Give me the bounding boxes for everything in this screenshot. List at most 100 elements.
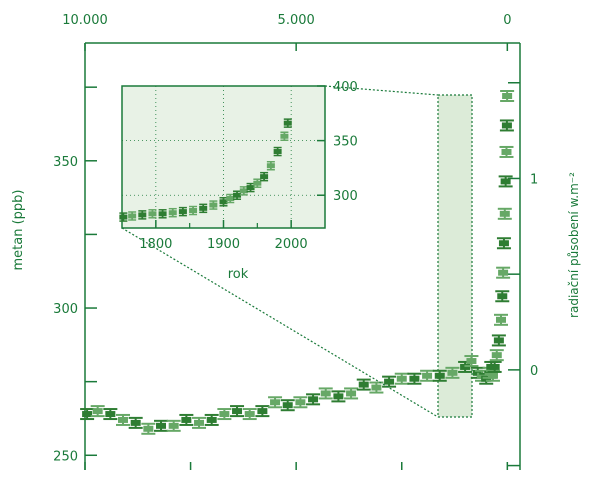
data-point-marker bbox=[168, 422, 179, 429]
data-point bbox=[116, 413, 131, 426]
inset-data-point bbox=[233, 190, 242, 200]
data-point-marker bbox=[358, 381, 369, 388]
data-point bbox=[356, 378, 371, 391]
data-point-marker bbox=[502, 93, 513, 100]
data-point-marker bbox=[409, 375, 420, 382]
data-point bbox=[369, 381, 384, 394]
data-point-marker bbox=[396, 375, 407, 382]
data-point bbox=[344, 387, 359, 400]
zoom-connector-bottom bbox=[121, 227, 439, 418]
data-point bbox=[495, 290, 510, 303]
data-point-marker bbox=[270, 399, 281, 406]
right-tick-label: 1 bbox=[530, 172, 538, 187]
data-point bbox=[496, 266, 511, 279]
data-point bbox=[496, 237, 511, 250]
data-point-marker bbox=[371, 384, 382, 391]
y-axis-label-right: radiační působení w.m⁻² bbox=[567, 172, 581, 318]
data-point-marker bbox=[489, 363, 500, 370]
data-point-marker bbox=[497, 293, 508, 300]
inset-data-point bbox=[226, 193, 235, 204]
data-point bbox=[420, 369, 435, 382]
data-point-marker bbox=[244, 411, 255, 418]
data-point-marker bbox=[346, 390, 357, 397]
inset-data-point-marker bbox=[128, 213, 137, 219]
data-point-marker bbox=[82, 411, 93, 418]
inset-y-tick-label: 350 bbox=[333, 135, 358, 150]
zoom-connectors bbox=[121, 85, 439, 418]
inset-data-point bbox=[199, 203, 208, 214]
inset-data-point-marker bbox=[158, 211, 167, 217]
inset-data-point-marker bbox=[273, 149, 282, 155]
inset-data-point-marker bbox=[119, 214, 128, 220]
inset-data-point-marker bbox=[168, 210, 177, 216]
data-point-marker bbox=[501, 148, 512, 155]
inset-data-point bbox=[273, 146, 282, 157]
inset-data-point-marker bbox=[280, 133, 289, 139]
data-point-marker bbox=[498, 240, 509, 247]
inset-data-point-marker bbox=[199, 205, 208, 211]
data-point-marker bbox=[282, 402, 293, 409]
data-point-marker bbox=[92, 408, 103, 415]
data-point bbox=[491, 334, 506, 347]
inset-x-axis-label: rok bbox=[228, 267, 249, 282]
inset-data-point bbox=[209, 200, 218, 210]
data-point bbox=[499, 145, 514, 158]
data-point bbox=[318, 387, 333, 400]
inset-data-point-marker bbox=[239, 188, 248, 194]
top-tick-label: 5.000 bbox=[278, 13, 315, 28]
inset-data-point-marker bbox=[246, 185, 255, 191]
inset-y-tick-label: 400 bbox=[333, 80, 358, 95]
data-point bbox=[192, 416, 207, 429]
inset-data-point bbox=[128, 211, 137, 221]
main-plot: 10.000 5.000 0 250 300 350 0 1 bbox=[53, 13, 538, 470]
data-point-marker bbox=[105, 411, 116, 418]
inset-data-point bbox=[239, 186, 248, 196]
inset-data-point bbox=[253, 178, 262, 188]
data-point-marker bbox=[499, 210, 510, 217]
inset-data-point bbox=[219, 197, 228, 207]
inset-data-point-marker bbox=[253, 180, 262, 186]
data-point-marker bbox=[206, 416, 217, 423]
data-point-marker bbox=[434, 372, 445, 379]
inset-data-point-marker bbox=[148, 211, 157, 217]
data-point bbox=[268, 396, 283, 409]
inset-data-point bbox=[266, 160, 275, 171]
data-point bbox=[394, 372, 409, 385]
data-point-marker bbox=[308, 396, 319, 403]
data-point-marker bbox=[500, 178, 511, 185]
data-point-marker bbox=[491, 352, 502, 359]
inset-data-point bbox=[158, 209, 167, 219]
data-point bbox=[487, 360, 502, 373]
inset-plot: 1800 1900 2000 300 350 400 bbox=[119, 80, 358, 252]
data-point bbox=[407, 372, 422, 385]
data-point bbox=[141, 422, 156, 435]
data-point bbox=[154, 419, 169, 432]
data-point-marker bbox=[232, 408, 243, 415]
data-point bbox=[204, 413, 219, 426]
y-axis-label-left: metan (ppb) bbox=[11, 190, 26, 271]
data-point bbox=[179, 413, 194, 426]
data-point-marker bbox=[422, 372, 433, 379]
data-point bbox=[255, 405, 270, 418]
inset-data-point-marker bbox=[260, 174, 269, 180]
inset-data-point bbox=[119, 212, 128, 222]
data-point-marker bbox=[194, 419, 205, 426]
inset-data-point bbox=[138, 210, 147, 220]
data-point bbox=[498, 175, 513, 188]
inset-data-point-marker bbox=[226, 196, 235, 202]
inset-x-tick-label: 1900 bbox=[207, 237, 240, 252]
inset-data-point bbox=[168, 207, 177, 218]
inset-data-point bbox=[189, 205, 198, 216]
data-point-marker bbox=[495, 316, 506, 323]
data-point-marker bbox=[501, 122, 512, 129]
data-point-marker bbox=[118, 416, 129, 423]
inset-data-point bbox=[246, 182, 255, 193]
inset-data-point-marker bbox=[233, 192, 242, 198]
data-point bbox=[500, 90, 515, 103]
inset-data-point-marker bbox=[178, 209, 187, 215]
data-point bbox=[497, 207, 512, 220]
data-point-marker bbox=[333, 393, 344, 400]
inset-data-point bbox=[178, 206, 187, 217]
inset-data-point-marker bbox=[209, 202, 218, 208]
